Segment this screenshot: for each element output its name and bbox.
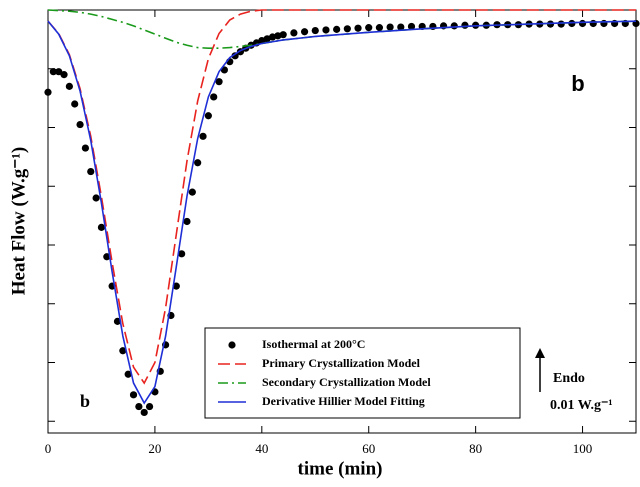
data-point <box>103 253 111 261</box>
data-point <box>60 71 68 79</box>
data-point <box>568 19 576 28</box>
data-point <box>557 20 565 28</box>
annotation: 0.01 W.g⁻¹ <box>550 398 613 413</box>
data-point <box>365 24 373 32</box>
data-point <box>124 370 132 378</box>
legend-marker <box>228 341 236 349</box>
x-tick-label: 0 <box>45 441 52 456</box>
data-point <box>87 167 95 176</box>
data-point <box>97 223 106 231</box>
legend-label: Isothermal at 200°C <box>262 337 365 351</box>
data-point <box>300 28 309 36</box>
data-point <box>461 21 469 29</box>
data-point <box>172 282 180 290</box>
data-point <box>194 159 202 167</box>
panel-label: b <box>571 71 584 96</box>
data-point <box>231 52 239 60</box>
data-point <box>274 32 282 40</box>
data-point <box>311 26 319 35</box>
data-point <box>322 26 330 34</box>
series-line <box>47 9 636 385</box>
series-line <box>47 9 637 49</box>
data-point <box>210 93 218 101</box>
y-axis-label: Heat Flow (W.g⁻¹) <box>8 147 29 296</box>
x-tick-label: 80 <box>469 441 482 456</box>
data-point <box>407 22 416 31</box>
x-tick-label: 100 <box>573 441 593 456</box>
data-point <box>92 194 100 202</box>
data-point <box>140 408 148 417</box>
legend-label: Secondary Crystallization Model <box>262 375 431 389</box>
data-point <box>333 25 341 33</box>
data-point <box>450 22 458 30</box>
data-point <box>375 24 384 32</box>
data-point <box>589 19 597 28</box>
data-point <box>129 391 138 399</box>
data-point <box>578 19 587 28</box>
data-point <box>55 68 63 76</box>
plot-series <box>44 9 640 417</box>
data-point <box>178 250 186 258</box>
data-point <box>119 347 127 355</box>
legend: Isothermal at 200°C Primary Crystallizati… <box>218 337 431 408</box>
x-tick-label: 60 <box>362 441 375 456</box>
data-point <box>188 188 196 196</box>
data-point <box>81 144 90 152</box>
panel-label: b <box>80 391 90 411</box>
x-tick-label: 20 <box>148 441 161 456</box>
data-point <box>268 33 277 41</box>
legend-box <box>204 327 521 419</box>
data-point <box>76 120 84 129</box>
data-point <box>65 82 73 90</box>
data-point <box>44 88 52 96</box>
data-point <box>215 78 223 86</box>
scale-arrow-head <box>535 348 545 358</box>
data-point <box>343 25 351 33</box>
data-point <box>204 112 212 120</box>
data-point <box>600 19 608 28</box>
data-point <box>290 29 298 37</box>
x-tick-label: 40 <box>255 441 268 456</box>
legend-label: Derivative Hillier Model Fitting <box>262 394 425 408</box>
data-point <box>49 68 57 76</box>
data-point <box>183 217 191 226</box>
data-point <box>135 402 143 411</box>
data-point <box>386 23 394 31</box>
annotation: Endo <box>553 371 585 386</box>
x-axis-label: time (min) <box>298 458 383 479</box>
data-point <box>279 31 287 39</box>
data-point <box>145 402 154 411</box>
data-point <box>71 100 79 108</box>
data-point <box>397 23 405 31</box>
data-point <box>199 132 207 140</box>
data-point <box>354 24 362 32</box>
legend-label: Primary Crystallization Model <box>262 356 421 370</box>
series-line <box>47 20 637 405</box>
